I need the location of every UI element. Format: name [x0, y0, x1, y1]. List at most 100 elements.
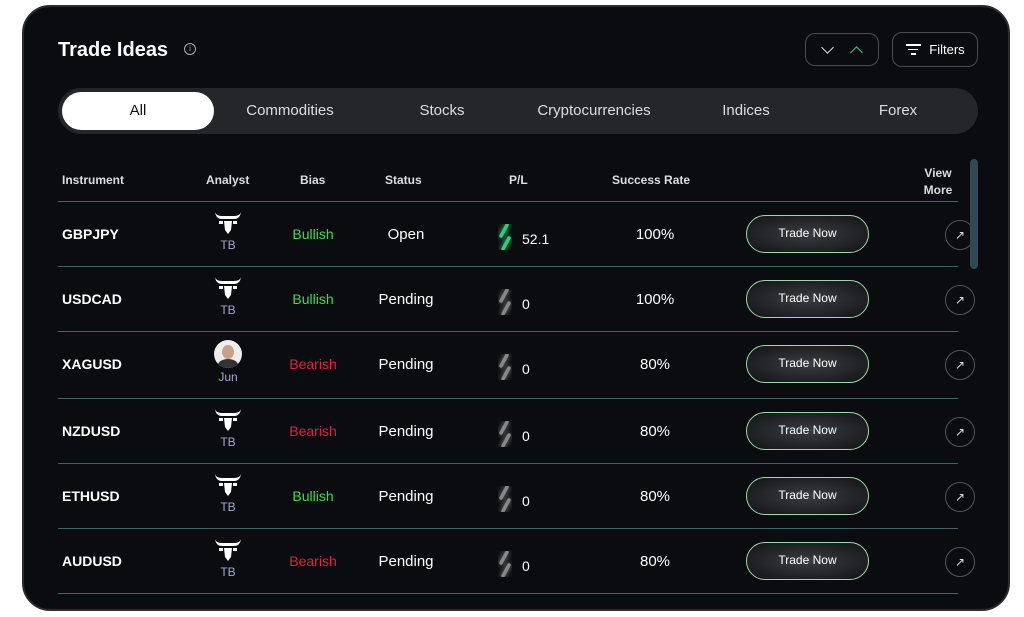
tab-cryptocurrencies[interactable]: Cryptocurrencies — [537, 102, 651, 119]
arrow-up-right-icon: ↗ — [954, 228, 966, 242]
category-tabs: All Commodities Stocks Cryptocurrencies Indi… — [58, 88, 978, 134]
bull-logo-icon — [213, 472, 243, 498]
analyst: Jun — [208, 340, 248, 384]
bull-logo-icon — [213, 210, 243, 236]
status: Pending — [378, 423, 434, 440]
trade-ideas-card: Trade Ideas i Filters All Commodities Stoc… — [22, 5, 1010, 611]
tab-forex[interactable]: Forex — [878, 102, 918, 119]
pl-value: 52.1 — [522, 230, 550, 247]
pl-value: 0 — [522, 557, 530, 574]
analyst-name: TB — [220, 565, 236, 579]
bolt-icon — [498, 550, 512, 580]
success-rate: 100% — [635, 291, 675, 308]
col-instrument: Instrument — [62, 173, 125, 187]
avatar — [214, 340, 242, 368]
table-row: GBPJPY TB Bullish Open 52.1 100% Trade N… — [58, 202, 975, 267]
row-divider — [58, 398, 958, 399]
pl-value: 0 — [522, 427, 530, 444]
instrument: XAGUSD — [62, 356, 122, 372]
analyst-name: TB — [220, 238, 236, 252]
filters-button[interactable]: Filters — [892, 32, 978, 67]
bias: Bearish — [289, 553, 337, 569]
pl: 0 — [498, 550, 530, 580]
info-icon[interactable]: i — [184, 43, 196, 55]
col-bias: Bias — [300, 173, 326, 187]
row-divider — [58, 593, 958, 594]
analyst-name: TB — [220, 500, 236, 514]
pl-value: 0 — [522, 492, 530, 509]
success-rate: 100% — [635, 226, 675, 243]
table-row: NZDUSD TB Bearish Pending 0 80% Trade No… — [58, 399, 975, 464]
bias: Bearish — [289, 356, 337, 372]
pl-value: 0 — [522, 360, 530, 377]
arrow-up-right-icon: ↗ — [954, 555, 966, 569]
trade-now-button[interactable]: Trade Now — [746, 345, 869, 383]
trade-now-button[interactable]: Trade Now — [746, 477, 869, 515]
status: Pending — [378, 356, 434, 373]
row-divider — [58, 331, 958, 332]
analyst: TB — [208, 210, 248, 252]
analyst-name: TB — [220, 435, 236, 449]
success-rate: 80% — [639, 488, 671, 505]
arrow-up-right-icon: ↗ — [954, 425, 966, 439]
view-more-button[interactable]: ↗ — [945, 417, 975, 447]
sort-toggle-button[interactable] — [805, 33, 879, 66]
bias: Bearish — [289, 423, 337, 439]
bolt-icon — [498, 485, 512, 515]
arrow-up-right-icon: ↗ — [954, 293, 966, 307]
pl: 0 — [498, 353, 530, 383]
tab-all[interactable]: All — [62, 92, 214, 130]
col-status: Status — [385, 173, 422, 187]
bolt-icon — [498, 420, 512, 450]
bias: Bullish — [292, 488, 334, 504]
bull-logo-icon — [213, 537, 243, 563]
pl: 0 — [498, 288, 530, 318]
arrow-up-right-icon: ↗ — [954, 358, 966, 372]
bias: Bullish — [292, 226, 334, 242]
row-divider — [58, 266, 958, 267]
tab-indices[interactable]: Indices — [722, 102, 770, 119]
view-more-button[interactable]: ↗ — [945, 482, 975, 512]
analyst-name: TB — [220, 303, 236, 317]
instrument: GBPJPY — [62, 226, 119, 242]
row-divider — [58, 463, 958, 464]
table-row: ETHUSD TB Bullish Pending 0 80% Trade No… — [58, 464, 975, 529]
bias: Bullish — [292, 291, 334, 307]
pl-value: 0 — [522, 295, 530, 312]
table-row: AUDUSD TB Bearish Pending 0 80% Trade No… — [58, 529, 975, 594]
chevron-down-icon[interactable] — [821, 40, 834, 54]
pl: 0 — [498, 485, 530, 515]
pl: 52.1 — [498, 223, 550, 253]
instrument: USDCAD — [62, 291, 122, 307]
bolt-icon — [498, 353, 512, 383]
instrument: NZDUSD — [62, 423, 121, 439]
view-more-button[interactable]: ↗ — [945, 285, 975, 315]
table-row: USDCAD TB Bullish Pending 0 100% Trade N… — [58, 267, 975, 332]
trade-now-button[interactable]: Trade Now — [746, 215, 869, 253]
view-more-button[interactable]: ↗ — [945, 547, 975, 577]
bull-logo-icon — [213, 275, 243, 301]
success-rate: 80% — [639, 553, 671, 570]
view-more-button[interactable]: ↗ — [945, 350, 975, 380]
success-rate: 80% — [639, 356, 671, 373]
trade-now-button[interactable]: Trade Now — [746, 542, 869, 580]
pl: 0 — [498, 420, 530, 450]
table-row: XAGUSD Jun Bearish Pending 0 80% Trade N… — [58, 332, 975, 397]
row-divider — [58, 201, 958, 202]
chevron-up-icon[interactable] — [850, 45, 863, 59]
bolt-icon — [498, 288, 512, 318]
scrollbar[interactable] — [970, 159, 978, 269]
analyst-name: Jun — [218, 370, 238, 384]
analyst: TB — [208, 275, 248, 317]
filters-label: Filters — [929, 42, 965, 57]
bolt-icon — [498, 223, 512, 253]
col-success-rate: Success Rate — [612, 173, 691, 187]
tab-stocks[interactable]: Stocks — [419, 102, 465, 119]
trade-now-button[interactable]: Trade Now — [746, 412, 869, 450]
instrument: ETHUSD — [62, 488, 120, 504]
col-analyst: Analyst — [206, 173, 250, 187]
trade-now-button[interactable]: Trade Now — [746, 280, 869, 318]
col-view-more: View More — [923, 166, 953, 197]
row-divider — [58, 528, 958, 529]
tab-commodities[interactable]: Commodities — [246, 102, 334, 119]
